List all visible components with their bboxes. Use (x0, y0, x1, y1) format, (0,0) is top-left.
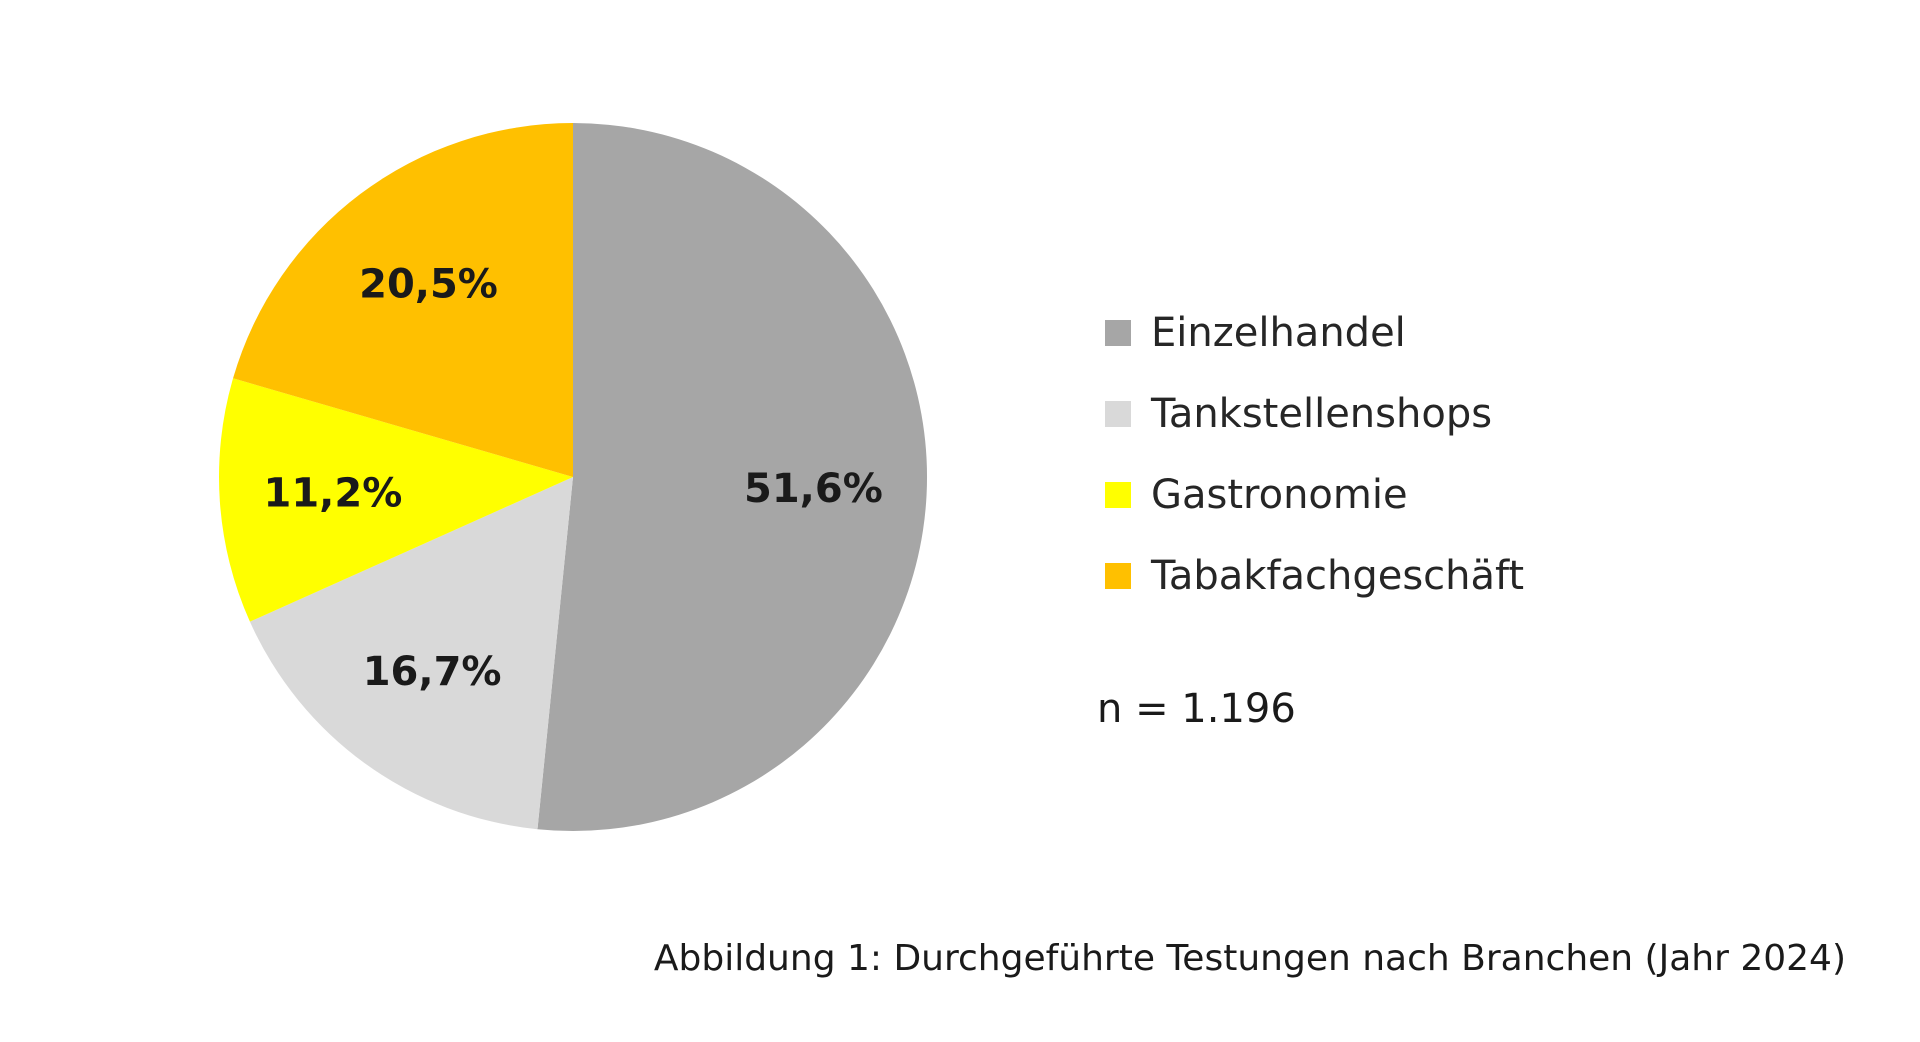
legend-swatch-gastronomie (1105, 481, 1131, 508)
chart-legend: Einzelhandel Tankstellenshops Gastronomi… (1105, 292, 1524, 616)
legend-item-einzelhandel: Einzelhandel (1105, 292, 1524, 373)
legend-item-tankstellenshops: Tankstellenshops (1105, 373, 1524, 454)
legend-label-tankstellenshops: Tankstellenshops (1151, 390, 1493, 437)
figure-caption: Abbildung 1: Durchgeführte Testungen nac… (653, 938, 1846, 979)
slice-label-tankstellenshops: 16,7% (363, 649, 502, 695)
legend-swatch-einzelhandel (1105, 319, 1131, 346)
slice-label-tabakfachgeschaeft: 20,5% (359, 262, 498, 308)
sample-size-annotation: n = 1.196 (1097, 686, 1296, 732)
pie-slice-tankstellenshops (249, 477, 573, 830)
legend-label-gastronomie: Gastronomie (1151, 471, 1408, 518)
legend-swatch-tabakfachgeschaeft (1105, 562, 1131, 589)
legend-item-gastronomie: Gastronomie (1105, 454, 1524, 535)
legend-item-tabakfachgeschaeft: Tabakfachgeschäft (1105, 535, 1524, 616)
legend-label-tabakfachgeschaeft: Tabakfachgeschäft (1151, 552, 1525, 599)
legend-label-einzelhandel: Einzelhandel (1151, 309, 1406, 356)
legend-swatch-tankstellenshops (1105, 400, 1131, 427)
pie-slice-tabakfachgeschaeft (233, 123, 573, 477)
pie-slice-gastronomie (219, 378, 573, 622)
slice-label-gastronomie: 11,2% (264, 471, 403, 517)
slice-label-einzelhandel: 51,6% (744, 466, 883, 512)
pie-slice-einzelhandel (537, 123, 928, 831)
